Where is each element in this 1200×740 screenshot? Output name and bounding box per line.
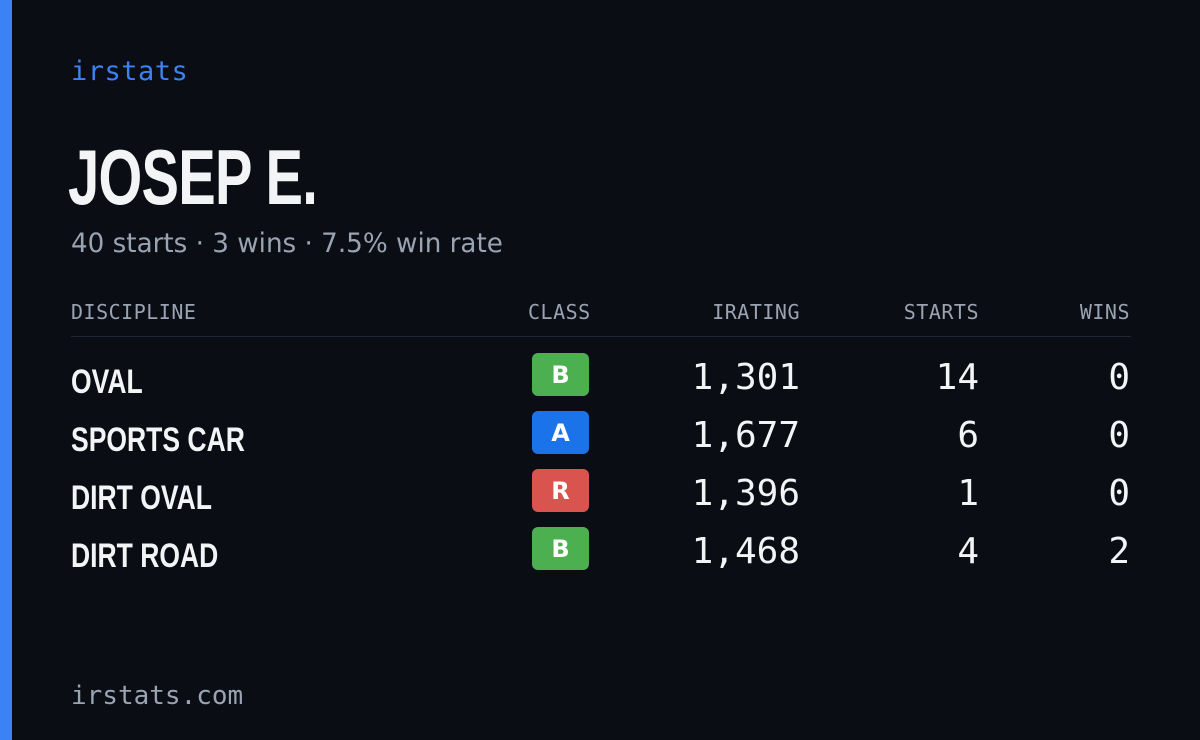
wins-value: 2 (1108, 531, 1130, 572)
discipline-name: SPORTS CAR (71, 421, 245, 459)
class-badge: R (532, 469, 589, 512)
discipline-name: OVAL (71, 363, 143, 401)
header-class: CLASS (528, 300, 591, 324)
table-row: OVAL B 1,301 14 0 (71, 353, 1131, 411)
irating-value: 1,468 (691, 531, 800, 572)
class-badge: A (532, 411, 589, 454)
accent-bar (0, 0, 12, 740)
starts-value: 6 (957, 415, 979, 456)
header-discipline: DISCIPLINE (71, 300, 197, 324)
table-row: SPORTS CAR A 1,677 6 0 (71, 411, 1131, 469)
driver-name: JOSEP E. (68, 133, 318, 221)
irating-value: 1,396 (691, 473, 800, 514)
stats-table: DISCIPLINE CLASS IRATING STARTS WINS OVA… (71, 296, 1131, 585)
starts-value: 4 (957, 531, 979, 572)
irating-value: 1,677 (691, 415, 800, 456)
class-badge: B (532, 353, 589, 396)
wins-value: 0 (1108, 415, 1130, 456)
table-body: OVAL B 1,301 14 0 SPORTS CAR A 1,677 6 0… (71, 353, 1131, 585)
class-badge: B (532, 527, 589, 570)
table-row: DIRT ROAD B 1,468 4 2 (71, 527, 1131, 585)
starts-value: 1 (957, 473, 979, 514)
discipline-name: DIRT OVAL (71, 479, 212, 517)
table-header: DISCIPLINE CLASS IRATING STARTS WINS (71, 296, 1131, 337)
header-wins: WINS (1079, 300, 1130, 324)
brand-logo: irstats (71, 56, 189, 87)
starts-value: 14 (935, 357, 979, 398)
table-row: DIRT OVAL R 1,396 1 0 (71, 469, 1131, 527)
wins-value: 0 (1108, 473, 1130, 514)
header-starts: STARTS (903, 300, 979, 324)
irating-value: 1,301 (691, 357, 800, 398)
wins-value: 0 (1108, 357, 1130, 398)
header-irating: IRATING (712, 300, 800, 324)
discipline-name: DIRT ROAD (71, 537, 219, 575)
footer-url: irstats.com (71, 681, 244, 711)
stats-summary: 40 starts · 3 wins · 7.5% win rate (71, 228, 503, 259)
